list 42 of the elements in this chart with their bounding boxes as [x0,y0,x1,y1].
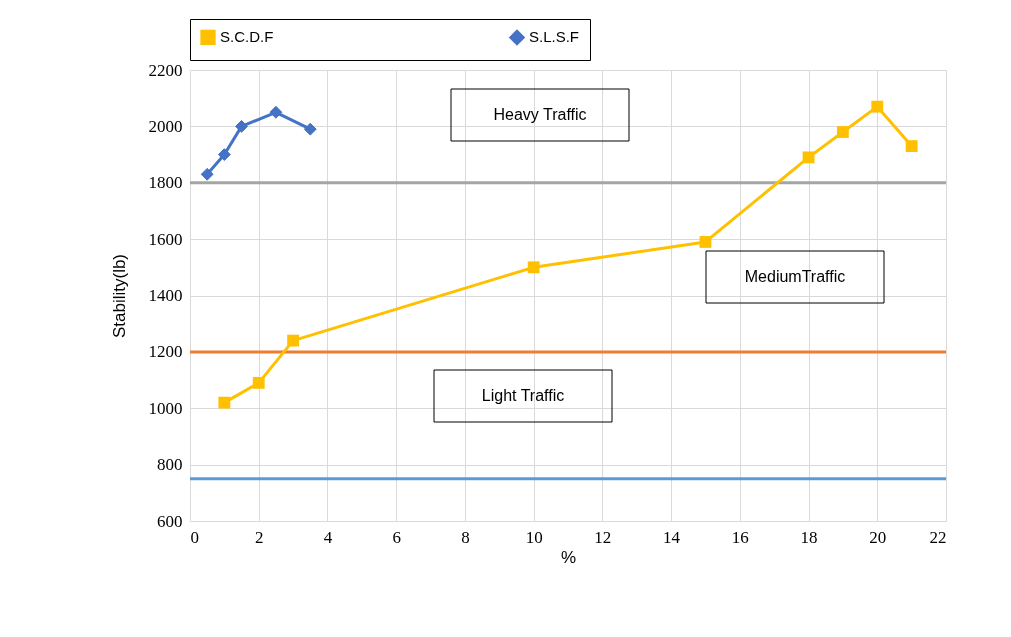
point [200,167,214,181]
point [802,151,815,164]
point [287,334,300,347]
point [269,105,283,119]
y-tick-label: 1800 [148,173,183,193]
annotation: Heavy Traffic [493,106,587,123]
legend-label: S.C.D.F [220,28,274,46]
point [303,122,317,136]
x-tick-label: 0 [190,527,199,547]
x-tick-label: 4 [323,527,333,547]
legend-label: S.L.S.F [529,28,580,46]
x-tick-label: 2 [254,527,264,547]
point [235,119,248,133]
x-axis-title: % [560,547,577,567]
y-tick-label: 800 [157,455,183,475]
x-tick-label: 20 [869,527,887,547]
y-tick-label: 600 [157,511,183,531]
x-tick-label: 16 [731,527,749,547]
y-tick-label: 1200 [148,342,183,362]
point [836,126,849,138]
y-tick-label: 1600 [148,229,183,249]
point [905,140,918,153]
point [218,396,231,409]
point [252,376,265,389]
point [527,261,540,274]
y-tick-label: 1000 [148,398,183,418]
y-tick-label: 2200 [148,60,183,80]
annotation: Light Traffic [481,387,565,404]
x-tick-label: 14 [663,527,681,547]
y-tick-label: 1400 [148,286,183,305]
annotation: MediumTraffic [744,268,846,285]
x-tick-label: 18 [800,527,818,547]
point [699,236,712,248]
y-axis-title: Stability(lb) [109,253,129,339]
x-tick-label: 22 [929,527,947,547]
x-tick-label: 8 [461,527,470,547]
point [871,100,884,113]
x-tick-label: 10 [525,527,543,547]
x-tick-label: 12 [594,527,612,547]
x-tick-label: 6 [392,527,401,547]
point [217,148,231,161]
y-tick-label: 2000 [148,116,183,136]
